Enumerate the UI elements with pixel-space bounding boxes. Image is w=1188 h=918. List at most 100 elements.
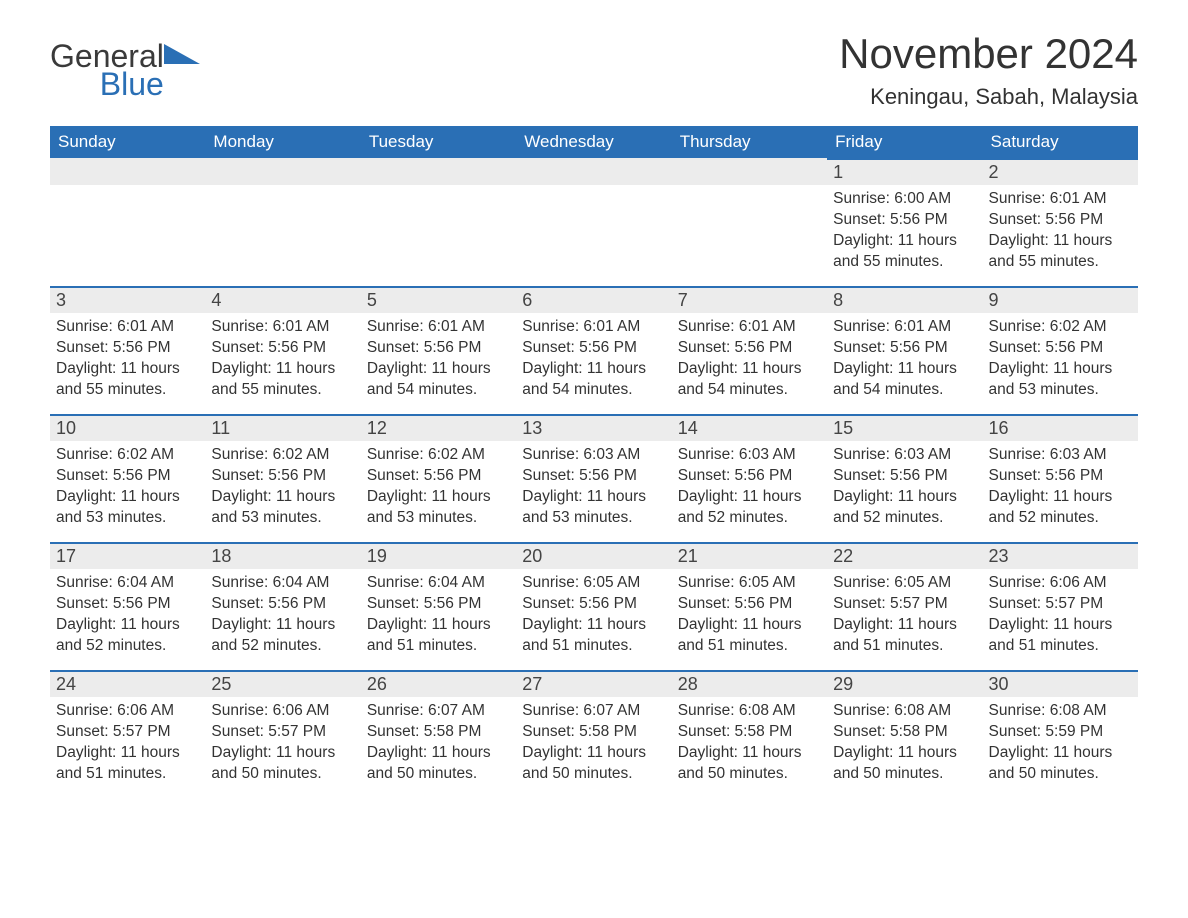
daylight-text: Daylight: 11 hours and 55 minutes. — [989, 231, 1132, 273]
day-number: 12 — [361, 414, 516, 441]
day-number-bar-empty — [672, 158, 827, 185]
day-number: 19 — [361, 542, 516, 569]
sunrise-text: Sunrise: 6:03 AM — [989, 445, 1132, 466]
day-details: Sunrise: 6:03 AMSunset: 5:56 PMDaylight:… — [983, 441, 1138, 533]
calendar-day-cell: 29Sunrise: 6:08 AMSunset: 5:58 PMDayligh… — [827, 670, 982, 798]
sunset-text: Sunset: 5:56 PM — [367, 338, 510, 359]
sunset-text: Sunset: 5:57 PM — [211, 722, 354, 743]
day-number: 3 — [50, 286, 205, 313]
day-details: Sunrise: 6:02 AMSunset: 5:56 PMDaylight:… — [361, 441, 516, 533]
sunrise-text: Sunrise: 6:04 AM — [211, 573, 354, 594]
weekday-header: Sunday — [50, 126, 205, 158]
daylight-text: Daylight: 11 hours and 51 minutes. — [56, 743, 199, 785]
sunset-text: Sunset: 5:58 PM — [522, 722, 665, 743]
daylight-text: Daylight: 11 hours and 51 minutes. — [367, 615, 510, 657]
sunset-text: Sunset: 5:57 PM — [833, 594, 976, 615]
sunset-text: Sunset: 5:56 PM — [367, 594, 510, 615]
weekday-header: Monday — [205, 126, 360, 158]
daylight-text: Daylight: 11 hours and 50 minutes. — [211, 743, 354, 785]
calendar-day-cell: 11Sunrise: 6:02 AMSunset: 5:56 PMDayligh… — [205, 414, 360, 542]
day-details: Sunrise: 6:02 AMSunset: 5:56 PMDaylight:… — [983, 313, 1138, 405]
sunrise-text: Sunrise: 6:01 AM — [833, 317, 976, 338]
logo-text: General Blue — [50, 40, 164, 100]
sunset-text: Sunset: 5:56 PM — [678, 338, 821, 359]
day-number-bar-empty — [516, 158, 671, 185]
day-details: Sunrise: 6:03 AMSunset: 5:56 PMDaylight:… — [672, 441, 827, 533]
daylight-text: Daylight: 11 hours and 54 minutes. — [833, 359, 976, 401]
calendar-day-cell: 17Sunrise: 6:04 AMSunset: 5:56 PMDayligh… — [50, 542, 205, 670]
sunset-text: Sunset: 5:56 PM — [211, 338, 354, 359]
calendar-day-cell: 22Sunrise: 6:05 AMSunset: 5:57 PMDayligh… — [827, 542, 982, 670]
sunset-text: Sunset: 5:56 PM — [211, 594, 354, 615]
day-number: 21 — [672, 542, 827, 569]
calendar-day-cell — [516, 158, 671, 286]
day-number: 23 — [983, 542, 1138, 569]
sunrise-text: Sunrise: 6:07 AM — [522, 701, 665, 722]
day-details: Sunrise: 6:01 AMSunset: 5:56 PMDaylight:… — [672, 313, 827, 405]
calendar-day-cell: 5Sunrise: 6:01 AMSunset: 5:56 PMDaylight… — [361, 286, 516, 414]
calendar-day-cell: 13Sunrise: 6:03 AMSunset: 5:56 PMDayligh… — [516, 414, 671, 542]
calendar-day-cell: 30Sunrise: 6:08 AMSunset: 5:59 PMDayligh… — [983, 670, 1138, 798]
daylight-text: Daylight: 11 hours and 52 minutes. — [833, 487, 976, 529]
day-number: 14 — [672, 414, 827, 441]
calendar-day-cell: 6Sunrise: 6:01 AMSunset: 5:56 PMDaylight… — [516, 286, 671, 414]
day-details: Sunrise: 6:01 AMSunset: 5:56 PMDaylight:… — [205, 313, 360, 405]
calendar-day-cell: 27Sunrise: 6:07 AMSunset: 5:58 PMDayligh… — [516, 670, 671, 798]
day-number: 28 — [672, 670, 827, 697]
sunrise-text: Sunrise: 6:05 AM — [833, 573, 976, 594]
calendar-day-cell: 18Sunrise: 6:04 AMSunset: 5:56 PMDayligh… — [205, 542, 360, 670]
sunset-text: Sunset: 5:58 PM — [833, 722, 976, 743]
sunset-text: Sunset: 5:57 PM — [56, 722, 199, 743]
day-number: 30 — [983, 670, 1138, 697]
sunrise-text: Sunrise: 6:02 AM — [989, 317, 1132, 338]
daylight-text: Daylight: 11 hours and 50 minutes. — [833, 743, 976, 785]
calendar-week-row: 24Sunrise: 6:06 AMSunset: 5:57 PMDayligh… — [50, 670, 1138, 798]
daylight-text: Daylight: 11 hours and 51 minutes. — [522, 615, 665, 657]
calendar-day-cell: 12Sunrise: 6:02 AMSunset: 5:56 PMDayligh… — [361, 414, 516, 542]
day-number: 4 — [205, 286, 360, 313]
day-details: Sunrise: 6:01 AMSunset: 5:56 PMDaylight:… — [983, 185, 1138, 277]
day-details: Sunrise: 6:01 AMSunset: 5:56 PMDaylight:… — [827, 313, 982, 405]
day-number-bar-empty — [205, 158, 360, 185]
day-number-bar-empty — [361, 158, 516, 185]
daylight-text: Daylight: 11 hours and 55 minutes. — [211, 359, 354, 401]
sunrise-text: Sunrise: 6:06 AM — [56, 701, 199, 722]
calendar-day-cell: 2Sunrise: 6:01 AMSunset: 5:56 PMDaylight… — [983, 158, 1138, 286]
sunset-text: Sunset: 5:56 PM — [833, 210, 976, 231]
sunrise-text: Sunrise: 6:08 AM — [989, 701, 1132, 722]
day-details: Sunrise: 6:08 AMSunset: 5:58 PMDaylight:… — [827, 697, 982, 789]
calendar-day-cell — [672, 158, 827, 286]
sunrise-text: Sunrise: 6:04 AM — [56, 573, 199, 594]
day-details: Sunrise: 6:07 AMSunset: 5:58 PMDaylight:… — [361, 697, 516, 789]
day-number: 2 — [983, 158, 1138, 185]
sunrise-text: Sunrise: 6:08 AM — [833, 701, 976, 722]
day-details: Sunrise: 6:06 AMSunset: 5:57 PMDaylight:… — [205, 697, 360, 789]
day-details: Sunrise: 6:04 AMSunset: 5:56 PMDaylight:… — [50, 569, 205, 661]
day-details: Sunrise: 6:04 AMSunset: 5:56 PMDaylight:… — [361, 569, 516, 661]
day-number: 6 — [516, 286, 671, 313]
sunset-text: Sunset: 5:57 PM — [989, 594, 1132, 615]
calendar-week-row: 17Sunrise: 6:04 AMSunset: 5:56 PMDayligh… — [50, 542, 1138, 670]
day-details: Sunrise: 6:02 AMSunset: 5:56 PMDaylight:… — [50, 441, 205, 533]
calendar-week-row: 10Sunrise: 6:02 AMSunset: 5:56 PMDayligh… — [50, 414, 1138, 542]
day-number-bar-empty — [50, 158, 205, 185]
weekday-header: Thursday — [672, 126, 827, 158]
day-details: Sunrise: 6:01 AMSunset: 5:56 PMDaylight:… — [516, 313, 671, 405]
sunrise-text: Sunrise: 6:06 AM — [989, 573, 1132, 594]
weekday-header: Wednesday — [516, 126, 671, 158]
day-details: Sunrise: 6:08 AMSunset: 5:59 PMDaylight:… — [983, 697, 1138, 789]
sunrise-text: Sunrise: 6:06 AM — [211, 701, 354, 722]
day-details: Sunrise: 6:06 AMSunset: 5:57 PMDaylight:… — [50, 697, 205, 789]
day-details: Sunrise: 6:05 AMSunset: 5:56 PMDaylight:… — [516, 569, 671, 661]
weekday-header-row: Sunday Monday Tuesday Wednesday Thursday… — [50, 126, 1138, 158]
day-details: Sunrise: 6:01 AMSunset: 5:56 PMDaylight:… — [361, 313, 516, 405]
daylight-text: Daylight: 11 hours and 52 minutes. — [211, 615, 354, 657]
sunset-text: Sunset: 5:56 PM — [989, 210, 1132, 231]
day-number: 20 — [516, 542, 671, 569]
sunrise-text: Sunrise: 6:03 AM — [678, 445, 821, 466]
sunrise-text: Sunrise: 6:01 AM — [678, 317, 821, 338]
day-number: 8 — [827, 286, 982, 313]
calendar-day-cell: 24Sunrise: 6:06 AMSunset: 5:57 PMDayligh… — [50, 670, 205, 798]
calendar-day-cell: 23Sunrise: 6:06 AMSunset: 5:57 PMDayligh… — [983, 542, 1138, 670]
daylight-text: Daylight: 11 hours and 54 minutes. — [522, 359, 665, 401]
